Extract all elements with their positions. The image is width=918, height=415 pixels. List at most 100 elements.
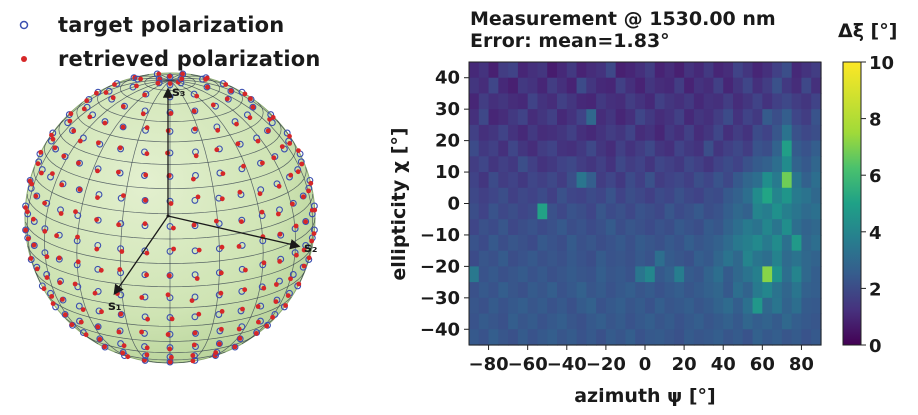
retrieved-point: [143, 172, 149, 178]
heatmap-cell: [801, 172, 812, 189]
heatmap-cell: [566, 140, 578, 157]
heatmap-cell: [801, 219, 812, 236]
heatmap-cell: [674, 266, 685, 283]
axis-label-s1: s₁: [108, 299, 121, 314]
retrieved-point: [75, 259, 81, 265]
heatmap-cell: [791, 219, 803, 236]
heatmap-cell: [566, 93, 578, 110]
heatmap-cell: [772, 124, 783, 142]
heatmap-cell: [488, 93, 499, 110]
heatmap-cell: [703, 93, 715, 110]
legend: target polarization retrieved polarizati…: [10, 8, 321, 76]
heatmap-cell: [498, 250, 509, 267]
retrieved-point: [139, 295, 145, 300]
heatmap-cell: [488, 266, 499, 283]
heatmap-cell: [713, 93, 724, 110]
heatmap-cell: [537, 313, 548, 330]
retrieved-point: [167, 346, 173, 352]
retrieved-point: [73, 209, 78, 215]
retrieved-point: [267, 116, 272, 122]
heatmap-cell: [527, 297, 539, 315]
heatmap-cell: [801, 250, 812, 267]
heatmap-cell: [517, 297, 529, 315]
heatmap-cell: [801, 77, 812, 95]
y-tick-label: 0: [447, 194, 460, 215]
retrieved-point: [29, 181, 35, 187]
heatmap-cell: [576, 203, 587, 220]
target-point: [215, 220, 223, 228]
retrieved-point: [180, 71, 186, 77]
heatmap-cell: [781, 156, 793, 173]
retrieved-point: [71, 128, 77, 134]
heatmap-cell: [781, 62, 793, 79]
heatmap-cell: [586, 124, 597, 142]
heatmap-cell: [674, 234, 685, 252]
retrieved-point: [35, 161, 41, 167]
retrieved-point: [121, 193, 126, 198]
heatmap-cell: [469, 187, 480, 205]
heatmap-cell: [654, 313, 666, 330]
heatmap-cell: [693, 172, 705, 189]
heatmap-cell: [733, 77, 744, 95]
heatmap-cell: [488, 77, 499, 95]
heatmap-cell: [488, 329, 499, 346]
heatmap-cell: [596, 156, 607, 173]
heatmap-cell: [664, 250, 675, 267]
sphere-latitude-line: [76, 102, 264, 143]
heatmap-cell: [596, 140, 607, 157]
heatmap-cell: [566, 234, 578, 252]
retrieved-point: [42, 228, 48, 234]
retrieved-point: [210, 102, 216, 108]
heatmap-cell: [742, 156, 754, 173]
heatmap-cell: [772, 156, 783, 173]
retrieved-point: [144, 250, 150, 256]
retrieved-point: [50, 136, 56, 142]
heatmap-cell: [781, 203, 793, 220]
retrieved-point: [134, 83, 139, 89]
legend-label-retrieved: retrieved polarization: [58, 47, 321, 71]
target-point: [30, 242, 38, 249]
heatmap-cell: [733, 313, 744, 330]
heatmap-cell: [615, 140, 627, 157]
axis-label-s2: s₂: [304, 241, 317, 256]
heatmap-cell: [654, 329, 666, 346]
heatmap-cell: [674, 329, 685, 346]
retrieved-point: [306, 188, 311, 194]
retrieved-point: [67, 118, 73, 124]
retrieved-point: [96, 140, 101, 146]
heatmap-cell: [498, 313, 509, 330]
retrieved-point: [72, 281, 78, 287]
heatmap-cell: [791, 329, 803, 346]
heatmap-cell: [664, 282, 675, 299]
retrieved-point: [38, 149, 44, 155]
heatmap-cell: [752, 140, 763, 157]
heatmap-cell: [605, 156, 617, 173]
heatmap-cell: [654, 282, 666, 299]
heatmap-cell: [596, 234, 607, 252]
heatmap-cell: [586, 172, 597, 189]
target-point: [75, 186, 83, 194]
retrieved-point: [270, 115, 276, 120]
heatmap-cell: [772, 313, 783, 330]
heatmap-cell: [645, 203, 656, 220]
retrieved-point: [78, 319, 84, 325]
heatmap-cell: [488, 313, 499, 330]
retrieved-point: [237, 336, 243, 341]
heatmap-cell: [703, 250, 715, 267]
heatmap-cell: [645, 234, 656, 252]
heatmap-cell: [576, 313, 587, 330]
heatmap-cell: [703, 313, 715, 330]
heatmap-cell: [733, 62, 744, 79]
sphere-axes: s₁ s₂ s₃: [108, 85, 317, 314]
heatmap-cell: [596, 62, 607, 79]
heatmap-cell: [742, 172, 754, 189]
heatmap-cell: [684, 62, 695, 79]
heatmap-cell: [498, 93, 509, 110]
heatmap-cell: [635, 297, 646, 315]
heatmap-cell: [693, 297, 705, 315]
retrieved-point: [294, 252, 299, 258]
heatmap-cell: [488, 219, 499, 236]
heatmap-cell: [762, 77, 773, 95]
retrieved-point: [94, 246, 100, 252]
heatmap-cell: [674, 172, 685, 189]
